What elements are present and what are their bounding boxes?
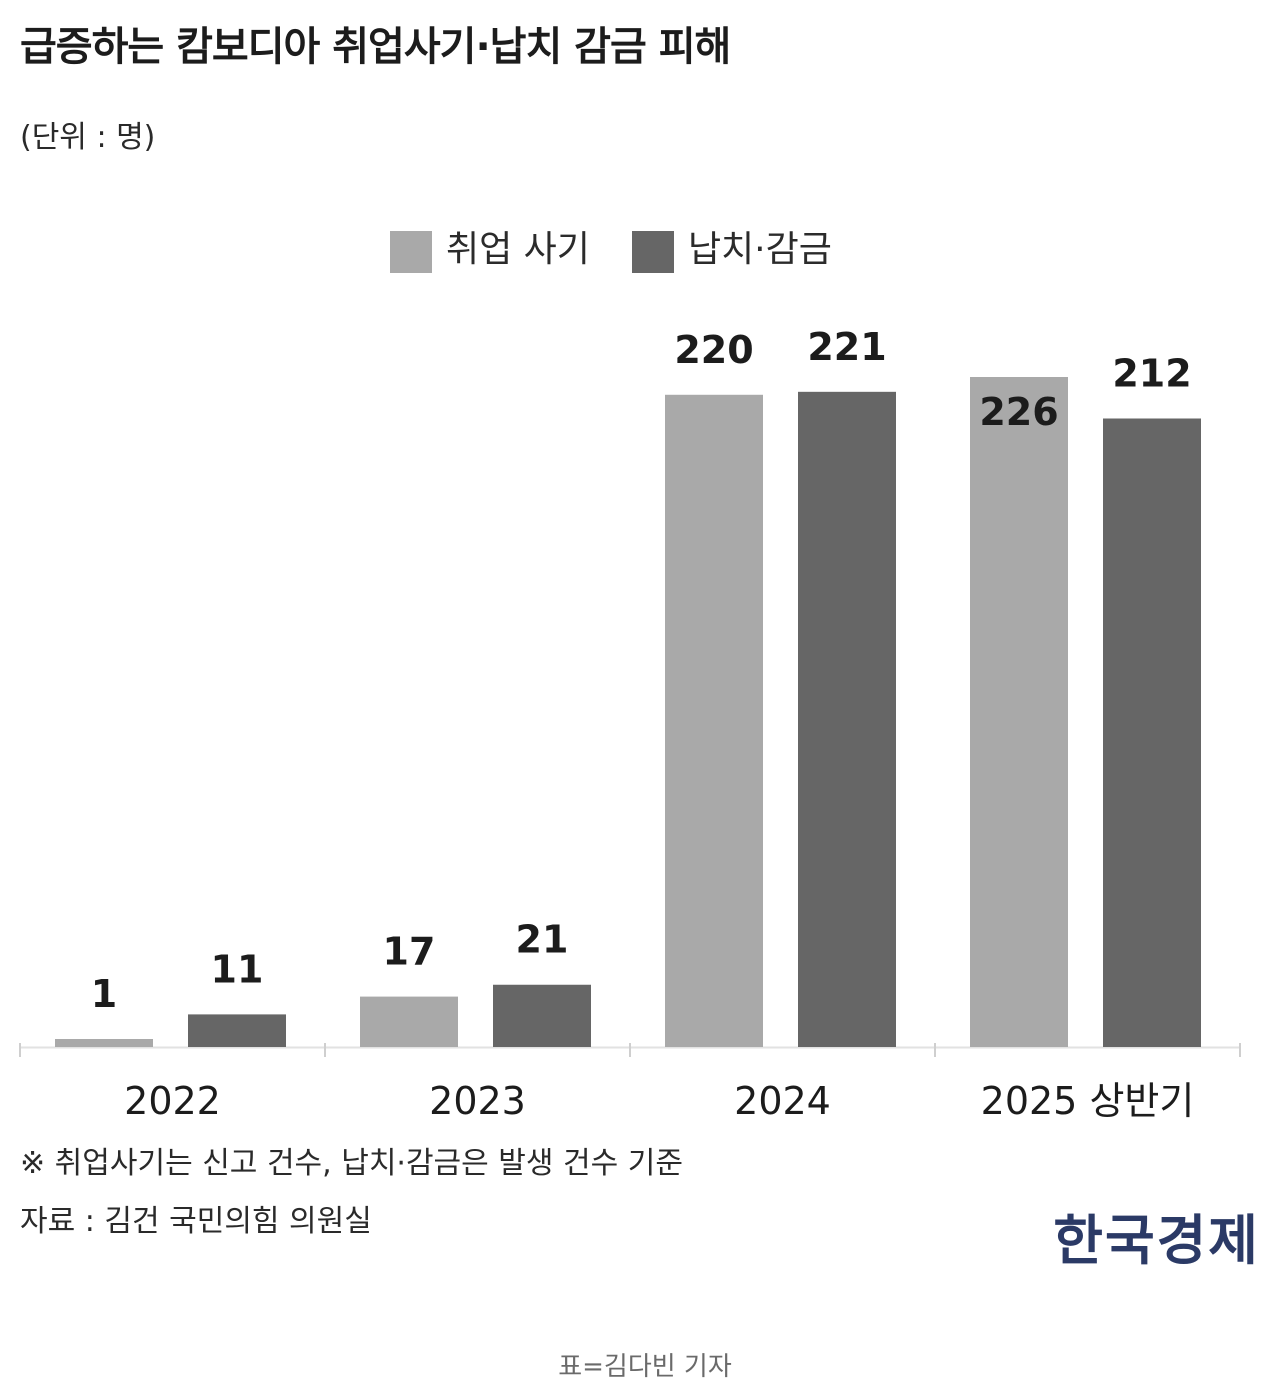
footnote: ※ 취업사기는 신고 건수, 납치·감금은 발생 건수 기준 xyxy=(20,1146,683,1181)
bar-job-scam-2 xyxy=(665,394,763,1047)
data-label-job-scam-2: 220 xyxy=(674,328,753,372)
bar-kidnap-1 xyxy=(493,984,591,1047)
bar-job-scam-0 xyxy=(55,1039,153,1047)
source-note: 자료 : 김건 국민의힘 의원실 xyxy=(20,1204,372,1239)
legend-swatch-job-scam xyxy=(390,231,432,273)
legend-label-kidnap: 납치·감금 xyxy=(687,229,832,270)
category-label-0: 2022 xyxy=(124,1079,221,1123)
bar-kidnap-3 xyxy=(1103,418,1201,1048)
legend: 취업 사기 납치·감금 xyxy=(390,216,874,276)
data-label-kidnap-2: 221 xyxy=(807,325,886,369)
legend-item-kidnap: 납치·감금 xyxy=(631,219,832,273)
category-label-2: 2024 xyxy=(734,1079,831,1123)
data-label-job-scam-3: 226 xyxy=(979,390,1058,434)
bar-kidnap-0 xyxy=(188,1014,286,1047)
unit-label: (단위 : 명) xyxy=(20,120,156,155)
category-label-3: 2025 상반기 xyxy=(981,1079,1195,1123)
photo-caption: 표=김다빈 기자 xyxy=(558,1352,732,1382)
legend-label-job-scam: 취업 사기 xyxy=(446,229,590,270)
data-label-job-scam-0: 1 xyxy=(91,972,117,1016)
category-label-1: 2023 xyxy=(429,1079,526,1123)
data-label-kidnap-3: 212 xyxy=(1112,352,1191,396)
data-label-kidnap-1: 21 xyxy=(516,918,569,962)
legend-item-job-scam: 취업 사기 xyxy=(390,219,590,273)
publisher-logo: 한국경제 xyxy=(1053,1208,1260,1272)
chart-title: 급증하는 캄보디아 취업사기·납치 감금 피해 xyxy=(20,24,731,70)
data-label-kidnap-0: 11 xyxy=(211,947,264,991)
bar-kidnap-2 xyxy=(798,391,896,1047)
bar-job-scam-1 xyxy=(360,996,458,1047)
legend-swatch-kidnap xyxy=(631,231,674,273)
data-label-job-scam-1: 17 xyxy=(383,930,436,974)
bar-job-scam-3 xyxy=(970,377,1068,1047)
